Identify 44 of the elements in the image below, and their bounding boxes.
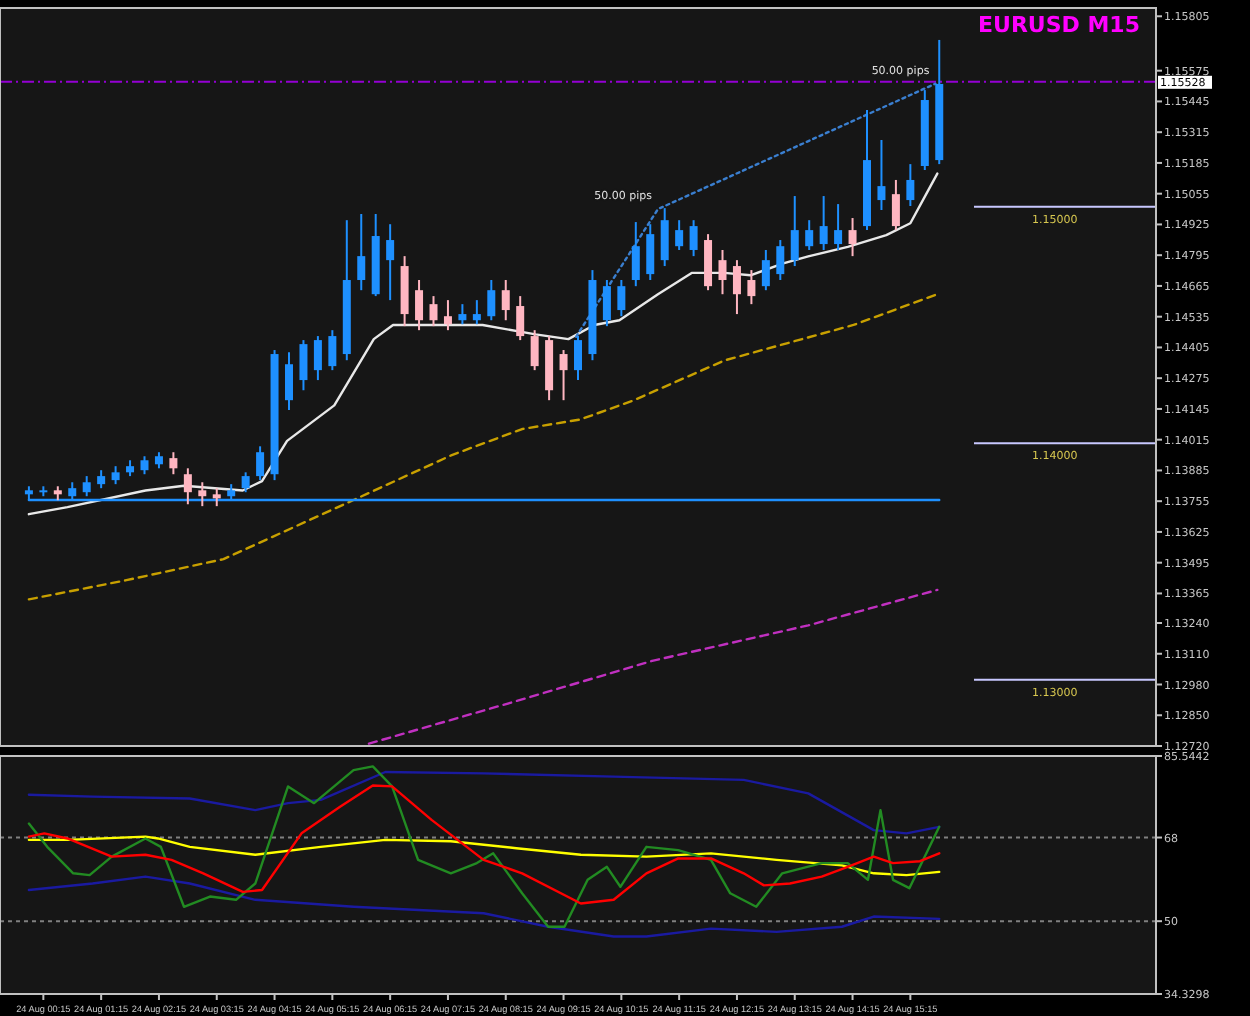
candlestick — [660, 207, 669, 268]
candlestick — [574, 335, 582, 382]
candlestick — [285, 351, 293, 412]
candlestick — [328, 329, 337, 372]
candlestick — [790, 195, 799, 268]
candlestick — [631, 221, 640, 288]
candlestick — [559, 349, 568, 402]
candlestick — [761, 248, 770, 292]
candlestick — [183, 467, 192, 506]
candlestick — [386, 223, 395, 302]
candlestick — [198, 481, 207, 508]
candlestick — [241, 471, 250, 494]
candlestick — [357, 213, 366, 292]
candlestick — [487, 279, 496, 322]
candlestick — [602, 279, 611, 328]
candlestick — [834, 203, 843, 251]
candlestick — [848, 217, 857, 258]
candlestick — [646, 223, 655, 282]
candlestick — [313, 335, 322, 382]
candlestick — [256, 445, 265, 482]
candlestick — [530, 329, 539, 372]
candlestick — [747, 269, 756, 306]
candlestick — [415, 279, 424, 332]
candlestick — [458, 303, 467, 326]
candlestick — [472, 299, 481, 326]
candlestick — [704, 233, 713, 292]
candlestick — [617, 279, 626, 318]
candlestick — [718, 248, 727, 296]
candlestick — [732, 259, 741, 316]
candlestick — [689, 219, 698, 258]
candlestick — [169, 451, 178, 476]
candlestick — [819, 195, 828, 251]
candlestick — [516, 295, 525, 342]
candlestick — [891, 178, 900, 232]
candlestick — [877, 138, 886, 211]
chart-title: EURUSD M15 — [978, 12, 1140, 38]
candlestick — [429, 295, 438, 328]
candlestick — [906, 163, 915, 207]
candlestick — [805, 219, 814, 251]
candlestick — [675, 219, 684, 251]
candlestick — [776, 239, 785, 282]
candlestick — [299, 339, 308, 392]
candlestick — [501, 279, 510, 322]
candlestick — [443, 299, 452, 332]
